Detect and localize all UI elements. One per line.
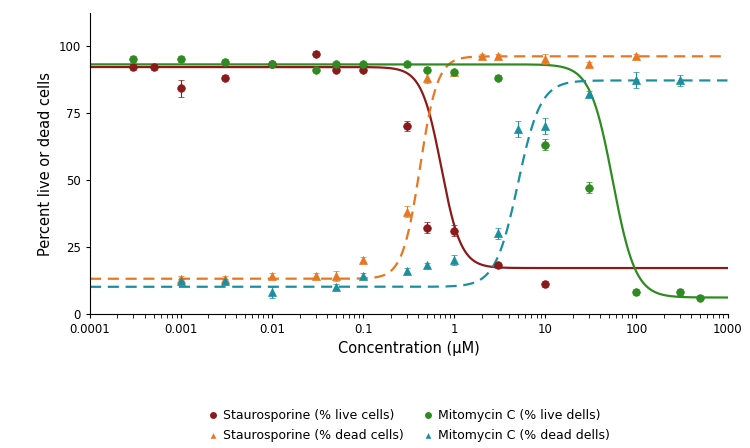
Y-axis label: Percent live or dead cells: Percent live or dead cells bbox=[38, 72, 53, 255]
X-axis label: Concentration (μM): Concentration (μM) bbox=[338, 341, 480, 356]
Legend: Staurosporine (% live cells), Staurosporine (% dead cells), Mitomycin C (% live : Staurosporine (% live cells), Staurospor… bbox=[203, 404, 614, 448]
